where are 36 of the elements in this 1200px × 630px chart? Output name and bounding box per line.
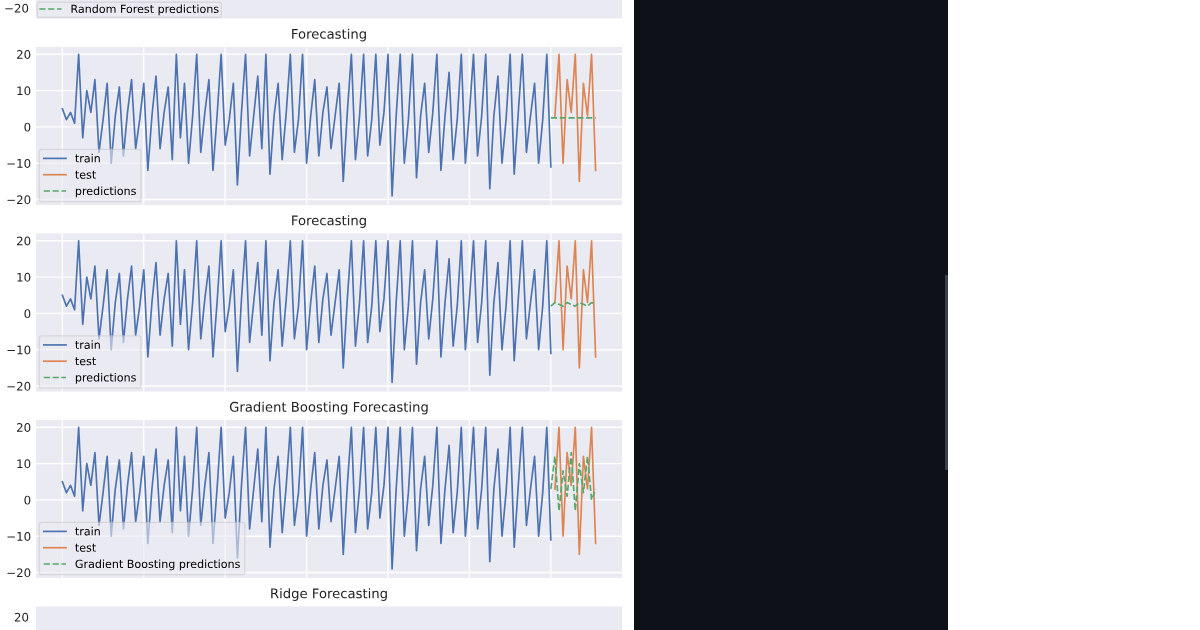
legend-label: Random Forest predictions [71, 4, 219, 16]
y-tick-label: 10 [17, 272, 31, 282]
y-tick-label: 20 [16, 422, 31, 432]
y-tick-label: −10 [7, 158, 31, 168]
legend-label: test [75, 357, 96, 366]
line-series [61, 53, 552, 197]
line-series [554, 426, 597, 556]
chart-title: Forecasting [292, 28, 366, 42]
legend-label: test [75, 543, 96, 552]
y-tick-label: −10 [7, 531, 31, 541]
line-series [61, 426, 552, 570]
y-tick-label: −20 [7, 381, 31, 391]
legend-label: test [75, 170, 96, 179]
text: Ridge Forecasting [271, 588, 387, 601]
legend-label: train [75, 153, 100, 163]
y-tick-label: 0 [24, 309, 31, 319]
y-tick-label: −10 [7, 345, 31, 355]
legend-label: Gradient Boosting predictions [75, 559, 240, 571]
line-series [554, 53, 597, 183]
line-series [554, 239, 597, 369]
y-tick-label: −20 [7, 195, 31, 205]
y-tick-label: 20 [16, 49, 31, 59]
y-tick-label: −20 [7, 568, 31, 578]
chart-title: Forecasting [292, 215, 366, 228]
y-tick-label: 10 [17, 459, 31, 469]
legend-label: train [75, 340, 100, 349]
legend-label: predictions [75, 372, 136, 384]
y-tick-label: 10 [17, 86, 31, 96]
legend-label: train [75, 526, 100, 536]
y-tick-label: 0 [24, 495, 31, 505]
legend-label: predictions [75, 186, 136, 198]
chart-title: Gradient Boosting Forecasting [229, 401, 428, 415]
line-series [550, 451, 597, 512]
y-tick-label: 20 [16, 236, 31, 246]
line-series [61, 239, 552, 384]
y-tick-label: 0 [24, 122, 31, 132]
